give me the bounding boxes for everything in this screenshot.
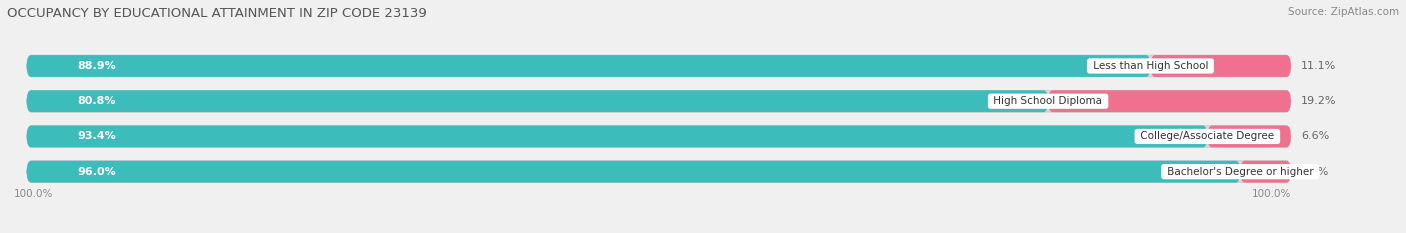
Text: Source: ZipAtlas.com: Source: ZipAtlas.com (1288, 7, 1399, 17)
FancyBboxPatch shape (1047, 90, 1291, 112)
FancyBboxPatch shape (27, 55, 1291, 77)
FancyBboxPatch shape (1208, 126, 1291, 147)
Text: Bachelor's Degree or higher: Bachelor's Degree or higher (1164, 167, 1316, 177)
Text: College/Associate Degree: College/Associate Degree (1137, 131, 1278, 141)
Text: 100.0%: 100.0% (1251, 188, 1291, 199)
FancyBboxPatch shape (1150, 55, 1291, 77)
Text: 93.4%: 93.4% (77, 131, 117, 141)
FancyBboxPatch shape (27, 161, 1240, 183)
FancyBboxPatch shape (27, 55, 1150, 77)
FancyBboxPatch shape (27, 161, 1291, 183)
Text: High School Diploma: High School Diploma (990, 96, 1105, 106)
Text: 80.8%: 80.8% (77, 96, 115, 106)
Text: 11.1%: 11.1% (1301, 61, 1336, 71)
Text: Less than High School: Less than High School (1090, 61, 1212, 71)
Text: 19.2%: 19.2% (1301, 96, 1337, 106)
FancyBboxPatch shape (1240, 161, 1291, 183)
Text: 4.0%: 4.0% (1301, 167, 1329, 177)
Text: OCCUPANCY BY EDUCATIONAL ATTAINMENT IN ZIP CODE 23139: OCCUPANCY BY EDUCATIONAL ATTAINMENT IN Z… (7, 7, 427, 20)
FancyBboxPatch shape (27, 90, 1291, 112)
FancyBboxPatch shape (27, 90, 1047, 112)
Text: 96.0%: 96.0% (77, 167, 117, 177)
Text: 100.0%: 100.0% (14, 188, 53, 199)
FancyBboxPatch shape (27, 126, 1208, 147)
FancyBboxPatch shape (27, 126, 1291, 147)
Text: 6.6%: 6.6% (1301, 131, 1329, 141)
Text: 88.9%: 88.9% (77, 61, 117, 71)
